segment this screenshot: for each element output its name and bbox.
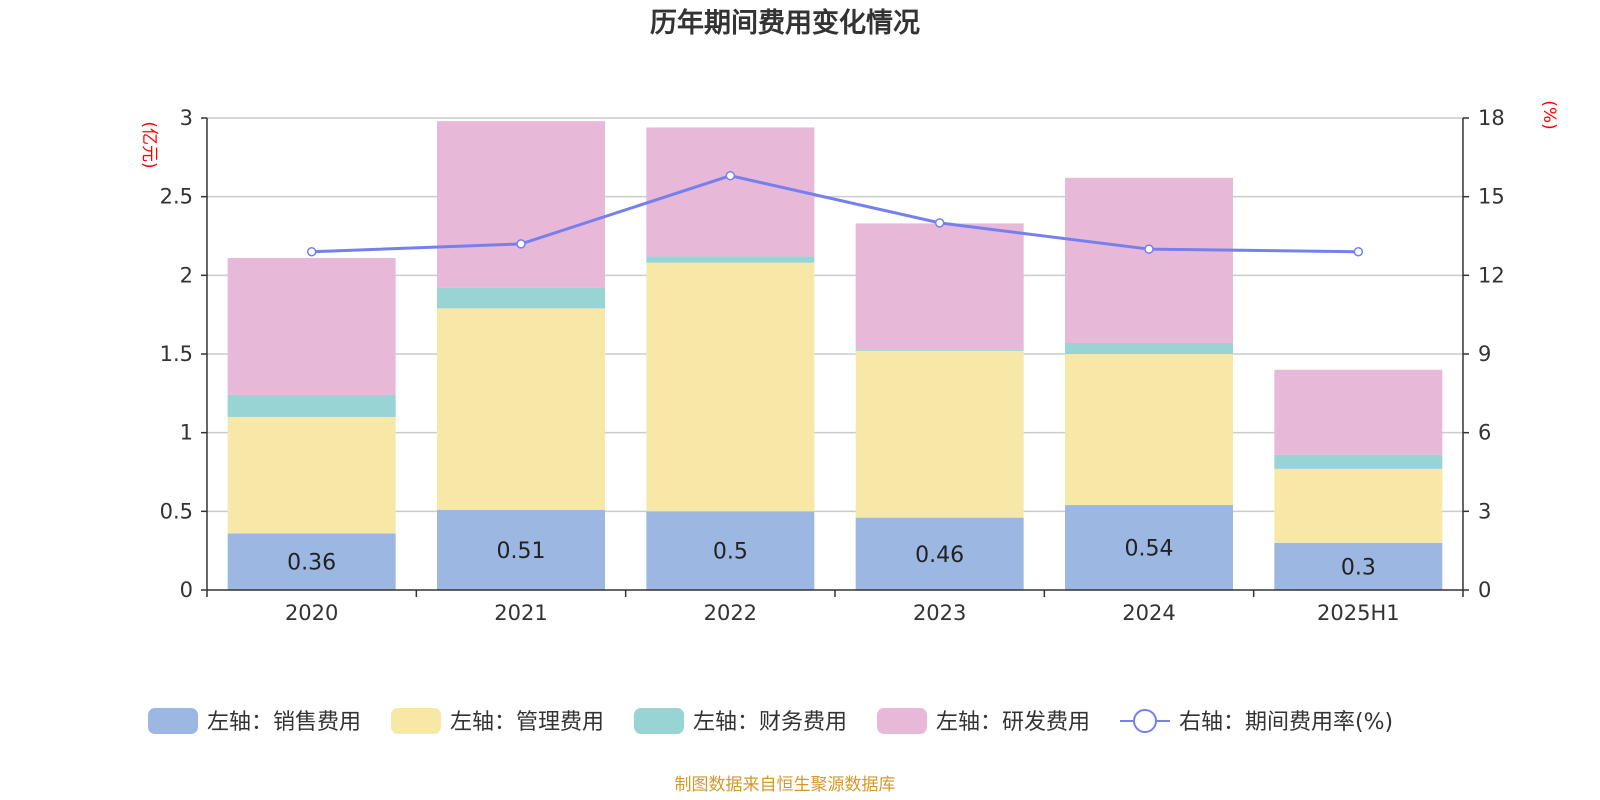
bar-value-label: 0.3	[1341, 555, 1376, 580]
bar-value-label: 0.54	[1125, 537, 1174, 562]
bar-segment	[855, 517, 1024, 590]
legend-swatch	[877, 708, 927, 734]
rate-point	[1353, 246, 1364, 257]
bar-segment	[1274, 369, 1443, 455]
bar-segment	[646, 262, 815, 512]
bar-segment	[646, 127, 815, 257]
right-tick-label: 3	[1478, 499, 1491, 523]
bar-segment	[646, 256, 815, 263]
left-tick-label: 2	[180, 263, 193, 287]
x-tick-label: 2021	[494, 601, 547, 625]
right-tick-label: 12	[1478, 263, 1505, 287]
left-tick-label: 0	[180, 578, 193, 602]
bar-segment	[227, 533, 396, 590]
right-axis-unit: (%)	[1539, 100, 1559, 129]
left-axis-unit: (亿元)	[139, 121, 159, 168]
right-tick-label: 0	[1478, 578, 1491, 602]
left-tick-label: 3	[180, 106, 193, 130]
rate-point	[725, 170, 736, 181]
bar-segment	[437, 287, 605, 309]
bar-segment	[1065, 342, 1233, 354]
legend-label: 左轴：财务费用	[693, 710, 847, 735]
bar-segment	[227, 394, 396, 417]
rate-line-path	[311, 174, 1359, 254]
legend-swatch	[148, 708, 198, 734]
bars	[227, 121, 1443, 590]
left-tick-label: 1	[180, 421, 193, 445]
bar-segment	[855, 223, 1024, 350]
bar-labels: 0.36 0.51 0.5 0.46 0.54 0.3	[287, 537, 1376, 581]
right-tick-label: 6	[1478, 421, 1491, 445]
rate-point	[1144, 244, 1154, 254]
legend-label: 左轴：管理费用	[450, 710, 604, 735]
bar-value-label: 0.36	[287, 551, 336, 576]
x-tick-label: 2025H1	[1317, 601, 1400, 625]
bar-value-label: 0.5	[713, 540, 748, 565]
x-tick-label: 2023	[913, 601, 966, 625]
bar-segment	[1065, 177, 1233, 343]
bar-segment	[1274, 468, 1443, 543]
legend-label: 左轴：销售费用	[207, 710, 361, 735]
bar-segment	[437, 509, 605, 590]
bar-segment	[227, 258, 396, 395]
x-tick-label: 2022	[704, 601, 757, 625]
legend-label: 右轴：期间费用率(%)	[1179, 710, 1393, 735]
legend-swatch	[634, 708, 684, 734]
left-tick-label: 2.5	[160, 185, 193, 209]
left-tick-label: 1.5	[160, 342, 193, 366]
legend: 左轴：销售费用 左轴：管理费用 左轴：财务费用 左轴：研发费用 右轴：期间费用率(%)	[148, 708, 1393, 735]
x-tick-label: 2020	[285, 601, 338, 625]
bar-segment	[437, 308, 605, 510]
rate-point	[516, 239, 526, 249]
bar-segment	[1065, 505, 1233, 590]
bar-segment	[1274, 542, 1443, 590]
bar-value-label: 0.46	[915, 543, 964, 568]
legend-label: 左轴：研发费用	[936, 710, 1090, 735]
bar-segment	[855, 350, 1024, 518]
x-tick-label: 2024	[1122, 601, 1175, 625]
source-note: 制图数据来自恒生聚源数据库	[675, 775, 896, 795]
right-tick-label: 18	[1478, 106, 1505, 130]
grid-lines	[207, 117, 1463, 513]
right-tick-label: 9	[1478, 342, 1491, 366]
rate-point	[306, 246, 317, 257]
rate-line	[306, 170, 1364, 257]
rate-point	[934, 218, 945, 228]
left-tick-label: 0.5	[160, 499, 193, 523]
legend-swatch	[391, 708, 441, 734]
chart-title: 历年期间费用变化情况	[650, 7, 920, 39]
bar-segment	[1274, 454, 1443, 469]
bar-segment	[227, 416, 396, 534]
right-tick-label: 15	[1478, 185, 1505, 209]
legend-marker	[1133, 709, 1157, 733]
bar-segment	[1065, 354, 1233, 506]
bar-segment	[855, 349, 1024, 351]
bar-segment	[437, 121, 605, 288]
bar-segment	[646, 511, 815, 590]
bar-value-label: 0.51	[497, 539, 546, 564]
